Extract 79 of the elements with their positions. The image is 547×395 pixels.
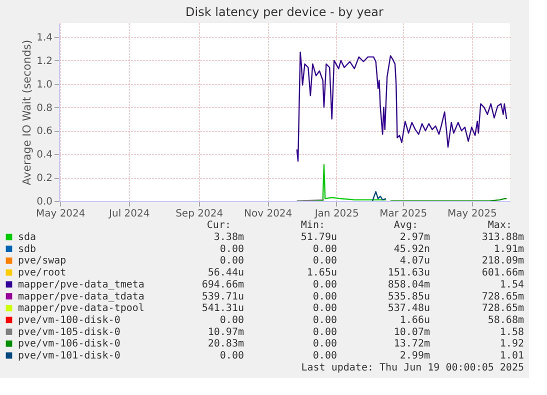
text: Last update: Thu Jun 19 00:00:05 2025 [301,362,524,374]
y-tick-label: 1.0 [36,79,52,90]
text: 1.66u [400,314,430,326]
text: 0.00 [220,350,244,362]
text: 1.01 [500,350,524,362]
text: 0.00 [312,303,337,314]
y-tick-label: 0.4 [36,150,52,161]
legend-label: mapper/pve-data_tdata [18,291,144,302]
y-tick-label: 1.2 [36,56,52,67]
text: 2.97m [400,232,430,243]
y-axis-title: Average IO Wait (seconds) [20,40,34,186]
x-tick-label: Mar 2025 [380,208,428,220]
text: 0.00 [220,314,244,326]
text: 0.00 [312,291,337,302]
text: 58.68m [488,314,524,326]
text: Cur: [206,220,231,231]
text: 541.31u [202,303,244,314]
text: Min: [300,220,325,231]
legend-label: pve/root [18,268,66,279]
text: Avg: [394,220,418,231]
text: 51.79u [300,232,337,243]
text: 0.00 [312,279,337,290]
text: 539.71u [202,291,244,302]
text: 728.65m [482,303,524,314]
y-tick-label: 1.4 [36,32,52,44]
text: 45.92n [394,244,430,255]
x-tick-label: Nov 2024 [244,208,292,220]
x-tick-label: Jul 2024 [108,208,150,220]
text: 10.97m [208,326,244,338]
text: 4.07u [400,256,430,267]
legend-label: mapper/pve-data-tpool [18,303,144,314]
legend-label: mapper/pve-data_tmeta [18,279,144,290]
text: Max: [488,220,512,231]
text: 0.00 [220,244,244,255]
text: 13.72m [394,338,430,350]
text: 601.66m [482,268,524,279]
line-series [296,52,508,162]
x-tick-label: May 2024 [36,208,86,220]
x-tick-label: Jan 2025 [314,208,359,220]
text: 728.65m [482,291,524,302]
text: 56.44u [208,268,244,279]
y-tick-label: 0.6 [36,126,52,138]
text: 858.04m [388,279,430,290]
text: 1.92 [500,338,524,350]
text: 1.91m [494,244,524,255]
text: 0.00 [220,256,244,267]
text: 0.00 [312,338,337,350]
text: 0.00 [312,326,337,338]
text: 10.07m [394,326,430,338]
text: 1.54 [500,279,524,290]
legend-label: pve/vm-100-disk-0 [18,314,120,326]
text: 3.38m [214,232,244,243]
text: 151.63u [388,268,430,279]
legend-label: pve/vm-101-disk-0 [18,350,120,362]
text: 218.09m [482,256,524,267]
text: 537.48u [388,303,430,314]
x-tick-label: May 2025 [448,208,497,220]
x-tick-label: Sep 2024 [176,208,224,220]
text: 694.66m [202,279,244,290]
legend-label: pve/swap [18,256,66,267]
text: 0.00 [312,314,337,326]
chart-title: Disk latency per device - by year [186,5,384,19]
text: 0.00 [312,244,337,255]
text: 313.88m [482,232,524,243]
text: 0.00 [312,350,337,362]
text: 535.85u [388,291,430,302]
line-series [372,191,387,201]
text: 0.00 [312,256,337,267]
legend-label: sda [18,232,36,243]
text: 1.58 [500,326,524,338]
legend-label: pve/vm-106-disk-0 [18,338,120,350]
text: 1.65u [306,268,337,279]
text: 20.83m [208,338,244,350]
legend-label: sdb [18,244,36,255]
y-tick-label: 0.0 [36,196,52,208]
legend-label: pve/vm-105-disk-0 [18,326,120,338]
y-tick-label: 0.8 [36,102,52,114]
text: 2.99m [400,350,430,362]
y-tick-label: 0.2 [36,173,52,184]
